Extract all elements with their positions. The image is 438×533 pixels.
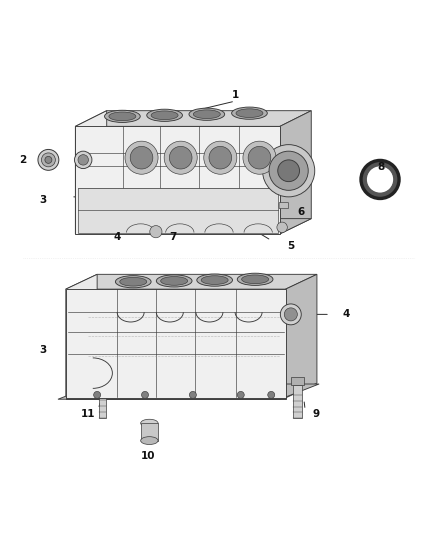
Ellipse shape	[232, 107, 267, 119]
Text: 4: 4	[343, 309, 350, 319]
Text: 2: 2	[19, 155, 26, 165]
Circle shape	[209, 147, 232, 169]
Circle shape	[284, 308, 297, 321]
Text: 11: 11	[80, 409, 95, 418]
Text: 7: 7	[170, 232, 177, 242]
Circle shape	[38, 149, 59, 171]
Circle shape	[125, 141, 158, 174]
Circle shape	[243, 141, 276, 174]
Circle shape	[269, 151, 308, 190]
Ellipse shape	[236, 109, 263, 117]
Ellipse shape	[193, 110, 220, 118]
FancyBboxPatch shape	[293, 385, 302, 418]
Ellipse shape	[156, 275, 192, 287]
Ellipse shape	[197, 274, 233, 286]
Circle shape	[78, 155, 88, 165]
Circle shape	[150, 225, 162, 238]
Ellipse shape	[242, 275, 268, 284]
FancyBboxPatch shape	[97, 383, 108, 390]
Circle shape	[369, 168, 391, 190]
Polygon shape	[58, 384, 319, 399]
Ellipse shape	[141, 437, 158, 445]
Circle shape	[277, 222, 287, 232]
Text: 5: 5	[287, 240, 294, 251]
Ellipse shape	[109, 112, 136, 120]
Text: 9: 9	[312, 409, 320, 418]
Polygon shape	[75, 111, 107, 234]
Circle shape	[248, 147, 271, 169]
Text: 3: 3	[39, 196, 46, 205]
Polygon shape	[280, 111, 311, 234]
Circle shape	[204, 141, 237, 174]
Circle shape	[189, 391, 196, 398]
Text: 1: 1	[231, 90, 239, 100]
Ellipse shape	[161, 277, 187, 285]
Circle shape	[164, 141, 197, 174]
FancyBboxPatch shape	[99, 390, 106, 418]
FancyBboxPatch shape	[279, 203, 289, 208]
Ellipse shape	[189, 108, 225, 120]
Polygon shape	[78, 188, 278, 232]
FancyBboxPatch shape	[291, 377, 304, 385]
Ellipse shape	[105, 110, 140, 123]
Polygon shape	[66, 274, 97, 398]
Ellipse shape	[201, 276, 228, 285]
Polygon shape	[66, 289, 286, 398]
Text: 6: 6	[297, 207, 304, 217]
FancyBboxPatch shape	[141, 423, 158, 441]
Polygon shape	[66, 397, 286, 399]
Text: 10: 10	[141, 451, 156, 461]
Text: 8: 8	[377, 162, 385, 172]
Circle shape	[74, 151, 92, 168]
Circle shape	[141, 391, 148, 398]
Ellipse shape	[116, 276, 151, 288]
Circle shape	[268, 391, 275, 398]
Circle shape	[45, 156, 52, 163]
Polygon shape	[66, 274, 317, 289]
Circle shape	[42, 153, 55, 167]
Circle shape	[170, 147, 192, 169]
Polygon shape	[75, 111, 311, 126]
Circle shape	[280, 304, 301, 325]
Text: 4: 4	[113, 232, 120, 242]
Circle shape	[94, 391, 101, 398]
Ellipse shape	[151, 111, 178, 119]
Polygon shape	[286, 274, 317, 398]
Ellipse shape	[120, 277, 147, 286]
Circle shape	[130, 147, 153, 169]
Circle shape	[237, 391, 244, 398]
Ellipse shape	[147, 109, 183, 122]
Ellipse shape	[237, 273, 273, 285]
Text: 3: 3	[39, 345, 46, 355]
Polygon shape	[75, 126, 280, 234]
Circle shape	[262, 144, 315, 197]
Circle shape	[278, 160, 300, 182]
Polygon shape	[75, 219, 311, 234]
Ellipse shape	[141, 419, 158, 427]
